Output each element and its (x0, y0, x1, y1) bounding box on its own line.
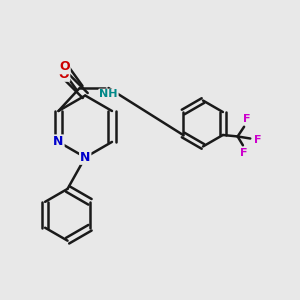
Text: F: F (254, 135, 261, 145)
Text: NH: NH (99, 89, 118, 100)
Text: O: O (59, 60, 70, 73)
Text: N: N (53, 135, 64, 148)
Text: O: O (59, 68, 69, 81)
Text: N: N (80, 151, 90, 164)
Text: F: F (243, 114, 250, 124)
Text: F: F (240, 148, 247, 158)
